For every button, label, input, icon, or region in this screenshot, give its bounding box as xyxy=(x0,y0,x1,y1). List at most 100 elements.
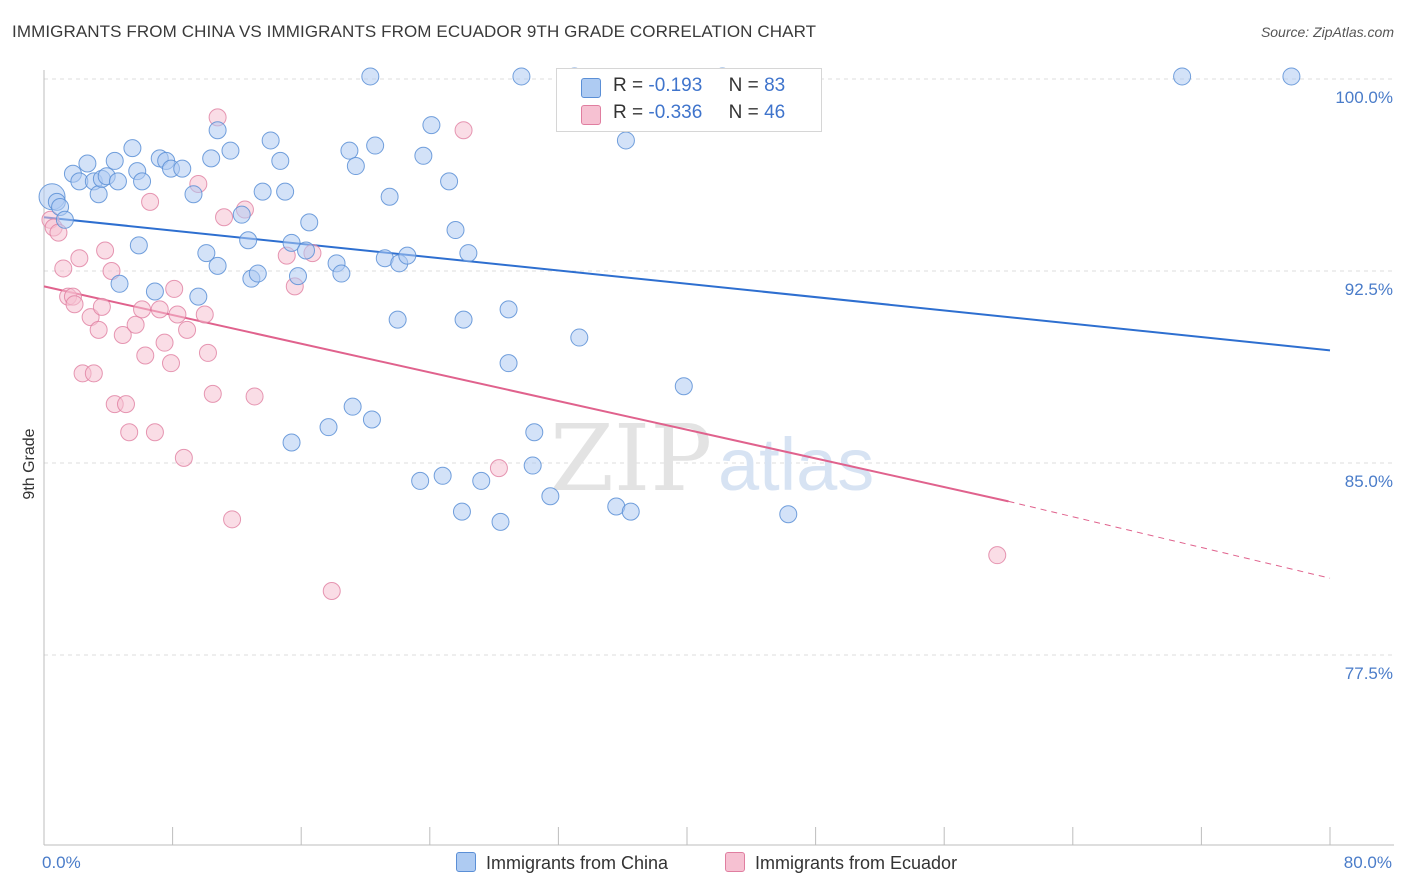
ecuador-point xyxy=(150,300,169,319)
china-point xyxy=(499,300,518,319)
china-point xyxy=(248,264,267,283)
legend-swatch-china xyxy=(581,78,601,98)
trend-line-ecuador-extrapolated xyxy=(1008,500,1331,579)
china-point xyxy=(366,136,385,155)
watermark-zip: ZIP xyxy=(550,405,712,512)
ecuador-point xyxy=(65,295,84,314)
legend-swatch-ecuador xyxy=(581,105,601,125)
china-point xyxy=(674,377,693,396)
source-label: Source: ZipAtlas.com xyxy=(1260,24,1394,40)
china-point xyxy=(411,471,430,490)
ecuador-point xyxy=(155,333,174,352)
china-point xyxy=(276,182,295,201)
ecuador-point xyxy=(161,354,180,373)
ecuador-point xyxy=(116,395,135,414)
chart-title: IMMIGRANTS FROM CHINA VS IMMIGRANTS FROM… xyxy=(12,22,817,41)
china-point xyxy=(184,185,203,204)
ecuador-point xyxy=(92,297,111,316)
bottom-legend-swatch-china xyxy=(456,852,476,872)
legend-china-n-value: 83 xyxy=(764,75,786,96)
china-point xyxy=(282,233,301,252)
legend-ecuador-n-value: 46 xyxy=(764,102,786,123)
china-point xyxy=(271,151,290,170)
china-point xyxy=(343,397,362,416)
china-point xyxy=(422,116,441,135)
china-point xyxy=(1173,67,1192,86)
china-point xyxy=(189,287,208,306)
china-point xyxy=(239,231,258,250)
watermark: ZIP atlas xyxy=(550,405,874,512)
ecuador-point xyxy=(454,121,473,140)
china-point xyxy=(440,172,459,191)
ecuador-point xyxy=(96,241,115,260)
china-point xyxy=(78,154,97,173)
china-point xyxy=(197,244,216,263)
x-tick-label-max: 80.0% xyxy=(1343,853,1392,872)
china-point xyxy=(133,172,152,191)
ecuador-point xyxy=(322,582,341,600)
ecuador-point xyxy=(113,326,132,344)
ecuador-point xyxy=(223,510,242,529)
y-tick-label: 85.0% xyxy=(1345,472,1393,491)
china-point xyxy=(446,221,465,240)
china-point xyxy=(512,67,531,86)
ecuador-point xyxy=(133,300,152,319)
china-point xyxy=(108,172,127,191)
ecuador-point xyxy=(195,305,214,324)
ecuador-point xyxy=(245,387,264,406)
ecuador-point xyxy=(102,262,121,280)
stats-legend: R = -0.193 N = 83 R = -0.336 N = 46 xyxy=(556,68,822,132)
legend-china-r-value: -0.193 xyxy=(648,75,703,96)
china-point xyxy=(414,146,433,165)
china-point xyxy=(208,256,227,275)
china-point xyxy=(433,466,452,485)
ecuador-point xyxy=(203,384,222,403)
ecuador-point xyxy=(136,346,155,365)
y-tick-label: 100.0% xyxy=(1335,88,1393,107)
china-point xyxy=(621,502,640,521)
y-axis-label: 9th Grade xyxy=(21,428,38,499)
china-point xyxy=(472,471,491,490)
china-point xyxy=(110,274,129,293)
y-tick-label: 77.5% xyxy=(1345,664,1393,683)
ecuador-point xyxy=(215,208,234,227)
china-point xyxy=(123,139,142,158)
china-point xyxy=(525,423,544,442)
china-point xyxy=(202,149,221,168)
china-point xyxy=(340,141,359,160)
china-point xyxy=(332,264,351,283)
china-point xyxy=(105,151,124,170)
china-point xyxy=(452,502,471,521)
ecuador-point xyxy=(84,364,103,383)
bottom-legend-ecuador: Immigrants from Ecuador xyxy=(725,852,957,874)
ecuador-point xyxy=(54,259,73,278)
china-point xyxy=(300,213,319,232)
china-point xyxy=(541,487,560,506)
ecuador-point xyxy=(988,546,1007,565)
china-point xyxy=(491,512,510,531)
china-point xyxy=(1282,67,1301,86)
china-point xyxy=(499,354,518,373)
legend-china-n-label: N = xyxy=(728,75,759,96)
ecuador-point xyxy=(489,459,508,478)
china-point xyxy=(380,187,399,206)
ecuador-point xyxy=(70,249,89,268)
bottom-legend-label-ecuador: Immigrants from Ecuador xyxy=(755,853,958,873)
china-point xyxy=(253,182,272,201)
bottom-legend-label-china: Immigrants from China xyxy=(486,853,669,873)
china-point xyxy=(282,433,301,452)
china-point xyxy=(388,310,407,329)
ecuador-point xyxy=(178,320,197,339)
ecuador-point xyxy=(198,343,217,362)
watermark-atlas: atlas xyxy=(718,423,874,506)
grid xyxy=(44,78,1394,656)
series-ecuador-points xyxy=(41,108,1007,600)
bottom-legend-swatch-ecuador xyxy=(725,852,745,872)
ecuador-point xyxy=(81,308,100,327)
china-point xyxy=(570,328,589,347)
ecuador-point xyxy=(145,423,164,442)
ecuador-point xyxy=(120,423,139,442)
china-point xyxy=(523,456,542,475)
bottom-legend-china: Immigrants from China xyxy=(456,852,668,874)
